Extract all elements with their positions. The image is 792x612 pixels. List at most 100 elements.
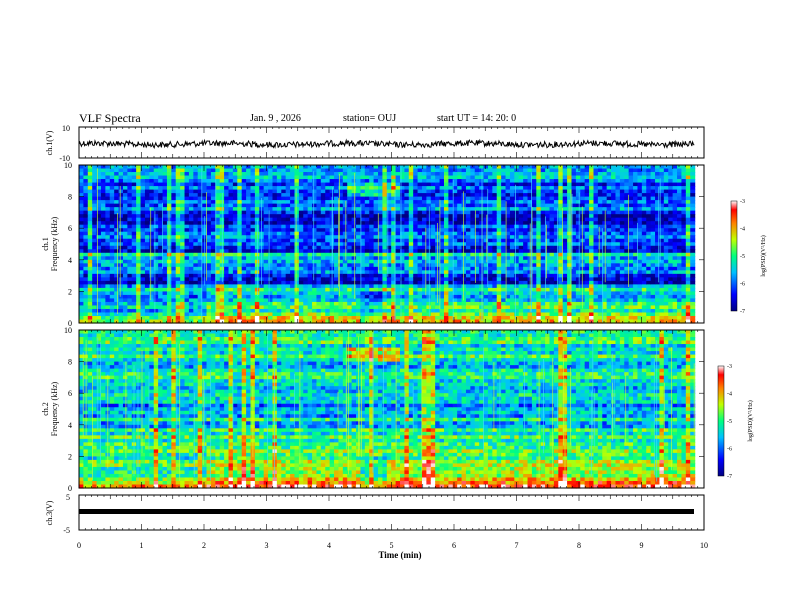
spectrogram-cell: [162, 172, 168, 177]
spectrogram-cell: [303, 214, 309, 219]
spectrogram-cell: [540, 203, 546, 208]
spectrogram-cell: [184, 238, 190, 243]
spectrogram-cell: [461, 175, 467, 180]
spectrogram-cell: [109, 312, 115, 317]
spectrogram-cell: [417, 186, 423, 191]
spectrogram-cell: [175, 179, 181, 184]
spectrogram-cell: [448, 193, 454, 198]
spectrogram-cell: [307, 228, 313, 233]
spectrogram-cell: [263, 308, 269, 314]
spectrogram-cell: [448, 214, 454, 219]
spectrogram-cell: [395, 165, 401, 170]
spectrogram-cell: [474, 280, 480, 285]
spectrogram-cell: [329, 175, 335, 180]
spectrogram-cell: [298, 210, 304, 215]
spectrogram-cell: [153, 214, 159, 219]
spectrogram-cell: [140, 196, 146, 201]
spectrogram-cell: [404, 203, 410, 208]
spectrogram-cell: [219, 308, 225, 314]
spectrogram-cell: [457, 228, 463, 233]
spectrogram-cell: [351, 291, 357, 296]
spectrogram-cell: [514, 249, 520, 254]
spectrogram-cell: [79, 256, 84, 261]
spectrogram-cell: [338, 242, 344, 247]
spectrogram-cell: [439, 312, 445, 317]
spectrogram-cell: [443, 291, 449, 296]
spectrogram-cell: [470, 277, 476, 282]
spectrogram-cell: [259, 312, 265, 317]
spectrogram-cell: [439, 231, 445, 236]
spectrogram-cell: [439, 217, 445, 222]
spectrogram-cell: [312, 298, 318, 303]
spectrogram-cell: [246, 287, 252, 292]
spectrogram-cell: [87, 221, 93, 226]
spectrogram-cell: [426, 182, 432, 187]
spectrogram-cell: [378, 207, 384, 212]
spectrogram-cell: [334, 165, 340, 170]
spectrogram-cell: [83, 203, 89, 208]
spectrogram-cell: [237, 200, 243, 205]
spectrogram-cell: [448, 256, 454, 261]
spectrogram-cell: [263, 165, 269, 170]
spectrogram-cell: [298, 266, 304, 271]
spectrogram-cell: [408, 259, 414, 264]
spectrogram-cell: [285, 301, 291, 307]
spectrogram-cell: [347, 238, 353, 243]
spectrogram-cell: [263, 319, 269, 324]
spectrogram-cell: [320, 179, 326, 184]
spectrogram-cell: [127, 179, 133, 184]
spectrogram-cell: [536, 319, 542, 324]
spectrogram-cell: [356, 186, 362, 191]
spectrogram-cell: [184, 256, 190, 261]
spectrogram-cell: [496, 200, 502, 205]
spectrogram-cell: [518, 308, 524, 314]
spectrogram-cell: [202, 175, 208, 180]
spectrogram-cell: [224, 284, 230, 289]
spectrogram-cell: [421, 235, 427, 240]
spectrogram-cell: [509, 245, 515, 250]
spectrogram-cell: [285, 280, 291, 285]
spectrogram-cell: [184, 217, 190, 222]
spectrogram-cell: [303, 221, 309, 226]
spectrogram-cell: [96, 312, 102, 317]
spectrogram-cell: [518, 266, 524, 271]
spectrogram-cell: [382, 182, 388, 187]
spectrogram-cell: [474, 217, 480, 222]
spectrogram-cell: [408, 273, 414, 278]
spectrogram-cell: [386, 231, 392, 236]
spectrogram-cell: [79, 287, 84, 292]
spectrogram-cell: [162, 256, 168, 261]
spectrogram-cell: [439, 203, 445, 208]
spectrogram-cell: [492, 238, 498, 243]
spectrogram-cell: [316, 203, 322, 208]
spectrogram-cell: [514, 189, 520, 194]
spectrogram-cell: [237, 245, 243, 250]
spectrogram-cell: [430, 298, 436, 303]
spectrogram-cell: [241, 308, 247, 314]
spectrogram-cell: [127, 273, 133, 278]
spectrogram-cell: [294, 189, 300, 194]
spectrogram-cell: [483, 193, 489, 198]
spectrogram-cell: [237, 308, 243, 314]
spectrogram-cell: [153, 301, 159, 307]
spectrogram-cell: [232, 182, 238, 187]
spectrogram-cell: [232, 200, 238, 205]
spectrogram-cell: [215, 235, 221, 240]
spectrogram-cell: [307, 259, 313, 264]
spectrogram-cell: [303, 242, 309, 247]
spectrogram-cell: [536, 168, 542, 173]
spectrogram-cell: [417, 291, 423, 296]
spectrogram-cell: [87, 196, 93, 201]
spectrogram-cell: [470, 235, 476, 240]
spectrogram-cell: [298, 214, 304, 219]
spectrogram-cell: [360, 270, 366, 275]
spectrogram-cell: [303, 249, 309, 254]
spectrogram-cell: [404, 172, 410, 177]
spectrogram-cell: [268, 203, 274, 208]
spectrogram-cell: [505, 207, 511, 212]
spectrogram-cell: [465, 273, 471, 278]
spectrogram-cell: [536, 259, 542, 264]
spectrogram-cell: [188, 245, 194, 250]
spectrogram-cell: [474, 231, 480, 236]
spectrogram-cell: [276, 308, 282, 314]
